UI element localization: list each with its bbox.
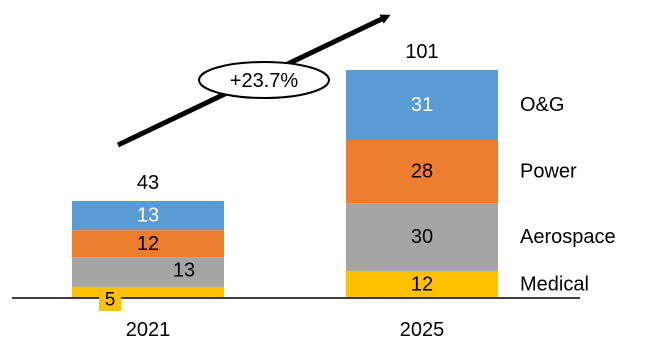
legend-power: Power	[520, 161, 577, 183]
bar-2025-o-g-value-label: 31	[411, 94, 433, 116]
x-tick-label-2025: 2025	[400, 319, 445, 341]
legend-o-g: O&G	[520, 94, 564, 116]
bar-2025-medical-value-label: 12	[411, 273, 433, 295]
bar-2021-aerospace-value-label: 13	[173, 259, 195, 281]
bar-2021-o-g-value-label: 13	[137, 205, 159, 227]
x-tick-label-2021: 2021	[126, 319, 171, 341]
bar-2025-aerospace-value-label: 30	[411, 226, 433, 248]
bar-2021-aerospace-segment	[72, 257, 224, 286]
bar-2025-power-value-label: 28	[411, 161, 433, 183]
bar-2021-medical-value-label: 5	[105, 290, 116, 311]
bar-2021-medical-segment	[72, 287, 224, 298]
total-label-2021: 43	[137, 172, 159, 194]
growth-annotation: +23.7%	[230, 70, 299, 92]
bar-2021-power-value-label: 12	[137, 233, 159, 255]
legend-aerospace: Aerospace	[520, 226, 616, 248]
legend-medical: Medical	[520, 273, 589, 295]
total-label-2025: 101	[405, 41, 438, 63]
